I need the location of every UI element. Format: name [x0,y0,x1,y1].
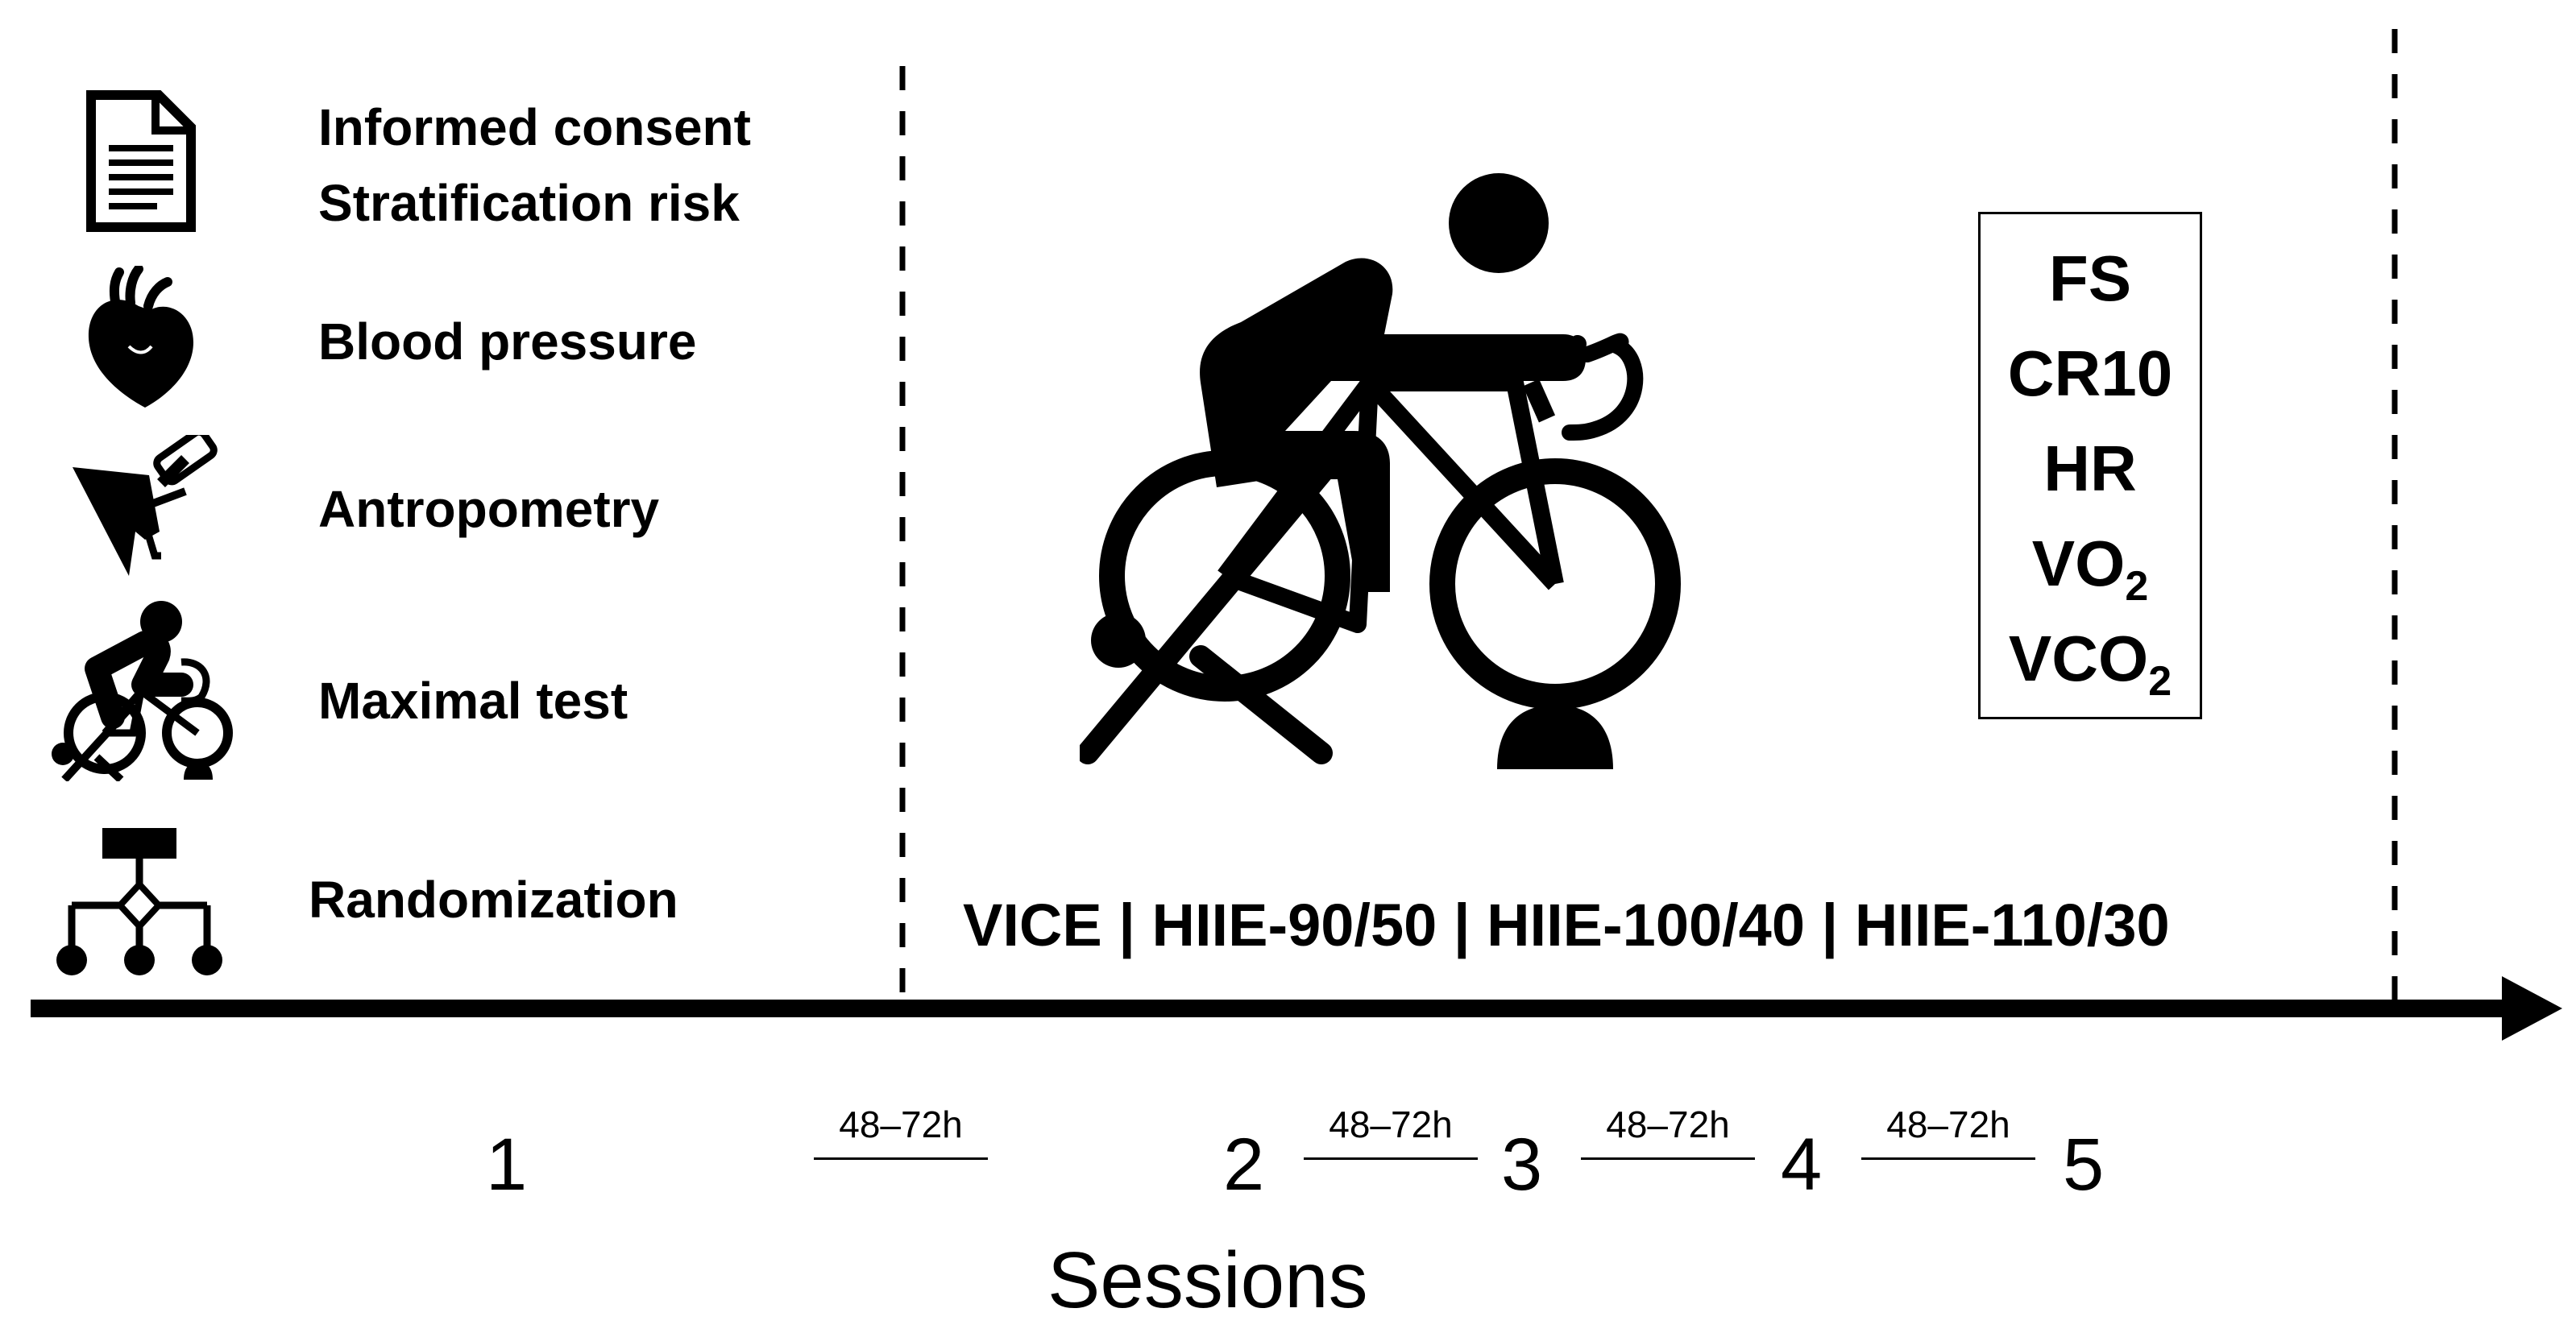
interval-2-3: 48–72h [1304,1106,1478,1160]
interval-label: 48–72h [1886,1103,2010,1145]
heart-icon [88,266,193,408]
interval-1-2: 48–72h [814,1106,988,1160]
session-2: 2 [1223,1124,1265,1206]
label-stratification-risk: Stratification risk [318,174,740,232]
interval-label: 48–72h [1329,1103,1453,1145]
interval-rule [1304,1157,1478,1160]
measure-vo2: VO2 [2031,528,2149,610]
interval-rule [1581,1157,1755,1160]
label-blood-pressure: Blood pressure [318,313,697,371]
measure-fs: FS [2048,242,2132,314]
session-3: 3 [1501,1124,1543,1206]
stationary-bike-icon [52,601,233,781]
interval-label: 48–72h [1606,1103,1730,1145]
session-4: 4 [1781,1124,1823,1206]
flowchart-icon [56,828,222,975]
interval-rule [814,1157,988,1160]
interval-4-5: 48–72h [1861,1106,2035,1160]
sessions-axis-title: Sessions [1047,1236,1368,1324]
interval-label: 48–72h [839,1103,963,1145]
measure-vco2: VCO2 [2008,623,2172,705]
session-5: 5 [2063,1124,2105,1206]
stationary-bike-icon [1080,173,1681,769]
label-randomization: Randomization [309,871,678,929]
timeline-arrowhead [2502,976,2562,1041]
measure-hr: HR [2043,433,2137,504]
label-antropometry: Antropometry [318,480,660,538]
interval-3-4: 48–72h [1581,1106,1755,1160]
protocol-conditions-label: VICE | HIIE-90/50 | HIIE-100/40 | HIIE-1… [963,892,2170,958]
label-maximal-test: Maximal test [318,672,628,730]
document-icon [86,90,196,232]
measures-box: FS CR10 HR VO2 VCO2 [1978,212,2202,719]
skinfold-caliper-icon [73,435,218,576]
interval-rule [1861,1157,2035,1160]
measure-cr10: CR10 [2007,337,2173,409]
label-informed-consent: Informed consent [318,98,751,156]
session-1: 1 [486,1124,528,1206]
